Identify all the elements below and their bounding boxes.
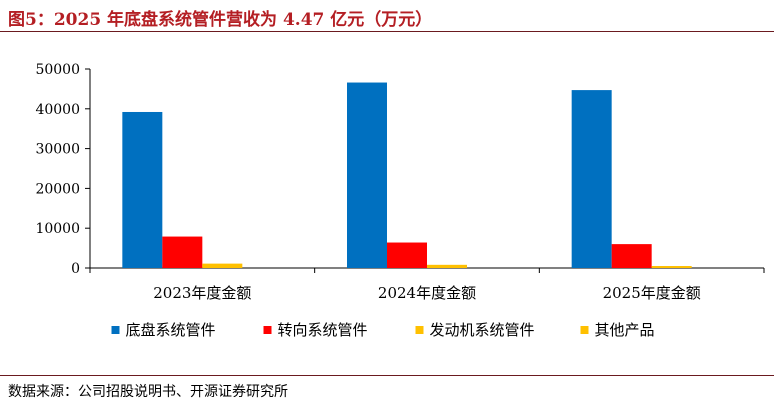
chart-legend: 底盘系统管件 转向系统管件 发动机系统管件 其他产品 [111, 321, 655, 339]
source-note: 数据来源：公司招股说明书、开源证券研究所 [8, 384, 288, 400]
bar-2-3 [611, 244, 652, 268]
legend-swatch-4 [580, 326, 589, 334]
legend-label-1: 底盘系统管件 [126, 321, 216, 339]
legend-swatch-2 [263, 326, 272, 334]
x-tick-label: 2024年度金额 [378, 284, 476, 302]
y-tick-label: 0 [71, 261, 80, 277]
bar-1-3 [571, 90, 612, 269]
bar-3-1 [202, 263, 243, 268]
y-tick-label: 50000 [35, 62, 80, 78]
y-tick-label: 40000 [35, 102, 80, 118]
bar-3-3 [651, 266, 692, 268]
legend-label-4: 其他产品 [595, 321, 655, 339]
bar-chart: 0 10000 20000 30000 40000 50000 2023年度金额 2024年度… [35, 62, 765, 339]
x-tick-label: 2023年度金额 [153, 284, 251, 302]
y-tick-label: 10000 [35, 221, 80, 237]
chart-axes: 0 10000 20000 30000 40000 50000 2023年度金额 2024年度… [35, 62, 765, 302]
y-tick-label: 30000 [35, 142, 80, 158]
legend-swatch-1 [111, 326, 120, 334]
figure-title: 图5：2025 年底盘系统管件营收为 4.47 亿元（万元） [8, 10, 433, 30]
bar-2-1 [162, 236, 203, 268]
bar-1-1 [122, 111, 163, 268]
y-tick-label: 20000 [35, 181, 80, 197]
legend-label-3: 发动机系统管件 [430, 321, 535, 339]
top-divider [0, 31, 774, 32]
bottom-divider [0, 375, 774, 376]
bar-1-2 [347, 82, 387, 268]
chart-bars [122, 82, 692, 269]
legend-label-2: 转向系统管件 [278, 321, 368, 339]
legend-swatch-3 [415, 326, 424, 334]
bar-2-2 [387, 242, 427, 268]
x-tick-label: 2025年度金额 [603, 284, 701, 302]
bar-3-2 [427, 264, 467, 268]
